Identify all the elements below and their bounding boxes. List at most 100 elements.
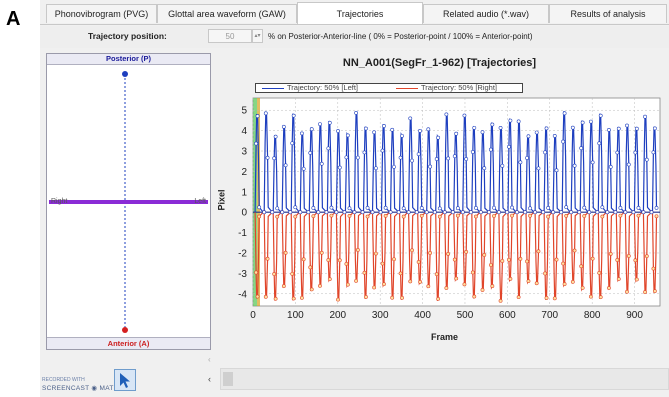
data-point-right — [554, 257, 559, 262]
legend-label-left: Trajectory: 50% [Left] — [287, 83, 359, 92]
y-tick-label: 3 — [241, 147, 247, 158]
data-point-left — [309, 127, 314, 132]
data-point-left — [482, 166, 487, 171]
tab-phonovibrogram[interactable]: Phonovibrogram (PVG) — [46, 4, 157, 23]
data-point-right — [400, 295, 404, 300]
data-point-right — [562, 282, 567, 286]
x-tick-label: 800 — [584, 310, 601, 321]
data-point-right — [410, 248, 414, 253]
data-point-right — [561, 261, 566, 266]
trajectory-position-description: % on Posterior-Anterior-line ( 0% = Post… — [268, 32, 533, 41]
x-axis-label: Frame — [431, 332, 459, 342]
data-point-left — [597, 141, 602, 146]
data-point-right — [510, 213, 514, 218]
data-point-left — [462, 113, 467, 118]
data-point-left — [452, 154, 457, 159]
data-point-left — [605, 210, 610, 215]
data-point-left — [400, 133, 404, 138]
data-point-right — [546, 214, 551, 219]
data-point-left — [280, 210, 285, 215]
data-point-right — [354, 278, 358, 283]
data-point-right — [301, 257, 306, 262]
y-tick-label: 4 — [241, 126, 247, 137]
scroll-left-arrow-icon[interactable]: ‹ — [208, 374, 211, 384]
data-point-right — [428, 251, 433, 255]
data-point-left — [329, 205, 334, 210]
data-point-left — [299, 131, 304, 136]
data-point-left — [613, 210, 618, 215]
data-point-left — [654, 206, 659, 210]
trajectory-position-input[interactable] — [208, 29, 252, 43]
data-point-right — [544, 296, 549, 300]
trajectory-plot: 0 100 200 300 400 500 600 700 800 900 -4 -3 -2 -1 0 1 2 3… — [238, 97, 661, 321]
data-point-left — [526, 134, 531, 139]
data-point-left — [257, 205, 262, 210]
data-point-left — [255, 114, 260, 118]
data-point-left — [410, 158, 414, 163]
data-point-right — [329, 213, 334, 218]
data-point-left — [488, 147, 493, 152]
horizontal-scrollbar[interactable] — [220, 368, 669, 390]
data-point-right — [464, 249, 469, 254]
data-point-left — [254, 141, 258, 146]
data-point-right — [434, 272, 439, 277]
data-point-left — [401, 206, 406, 211]
data-point-left — [428, 164, 433, 169]
data-point-left — [536, 166, 541, 171]
data-point-left — [474, 205, 478, 210]
data-point-right — [452, 257, 457, 262]
data-point-left — [492, 205, 496, 210]
legend-label-right: Trajectory: 50% [Right] — [421, 83, 497, 92]
data-point-left — [508, 118, 513, 123]
data-point-left — [293, 205, 298, 210]
data-point-right — [643, 290, 647, 294]
data-point-right — [444, 286, 449, 290]
data-point-left — [546, 206, 551, 210]
data-point-left — [432, 210, 437, 215]
data-point-right — [462, 282, 467, 287]
data-point-left — [388, 210, 393, 215]
data-point-left — [623, 210, 628, 215]
glottis-diagram — [49, 71, 208, 333]
spinner-arrows-icon[interactable]: ▴▾ — [252, 29, 263, 43]
data-point-right — [528, 213, 532, 218]
data-point-right — [508, 277, 513, 281]
data-point-left — [418, 128, 423, 133]
data-point-left — [651, 150, 656, 155]
tab-results-of-analysis[interactable]: Results of analysis — [549, 4, 667, 23]
data-point-right — [492, 214, 496, 218]
tab-trajectories[interactable]: Trajectories — [297, 2, 423, 24]
data-point-left — [372, 130, 377, 135]
data-point-right — [543, 271, 547, 276]
data-point-left — [426, 127, 431, 132]
data-point-left — [380, 148, 385, 153]
data-point-left — [544, 126, 549, 131]
data-point-right — [311, 214, 316, 219]
scrollbar-thumb[interactable] — [223, 372, 233, 386]
x-tick-label: 300 — [372, 310, 389, 321]
data-point-right — [326, 258, 331, 262]
data-point-right — [380, 261, 385, 266]
data-point-left — [273, 134, 278, 139]
data-point-right — [536, 249, 541, 254]
data-point-left — [374, 166, 378, 171]
x-tick-label: 600 — [499, 310, 516, 321]
scroll-left-arrow-icon[interactable]: ‹ — [208, 355, 211, 364]
x-tick-label: 500 — [457, 310, 474, 321]
data-point-right — [564, 213, 569, 218]
data-point-right — [490, 284, 495, 288]
data-point-left — [498, 126, 503, 130]
data-point-left — [450, 210, 455, 215]
anterior-point-icon — [122, 327, 128, 333]
data-point-left — [649, 210, 654, 215]
data-point-left — [345, 133, 350, 138]
data-point-left — [559, 210, 564, 215]
data-point-right — [500, 259, 505, 263]
tab-glottal-area-waveform[interactable]: Glottal area waveform (GAW) — [157, 4, 297, 23]
data-point-left — [301, 166, 306, 171]
data-point-right — [265, 256, 270, 261]
data-point-left — [396, 210, 401, 215]
data-point-right — [426, 284, 431, 289]
data-point-right — [636, 213, 641, 218]
tab-related-audio[interactable]: Related audio (*.wav) — [423, 4, 549, 23]
